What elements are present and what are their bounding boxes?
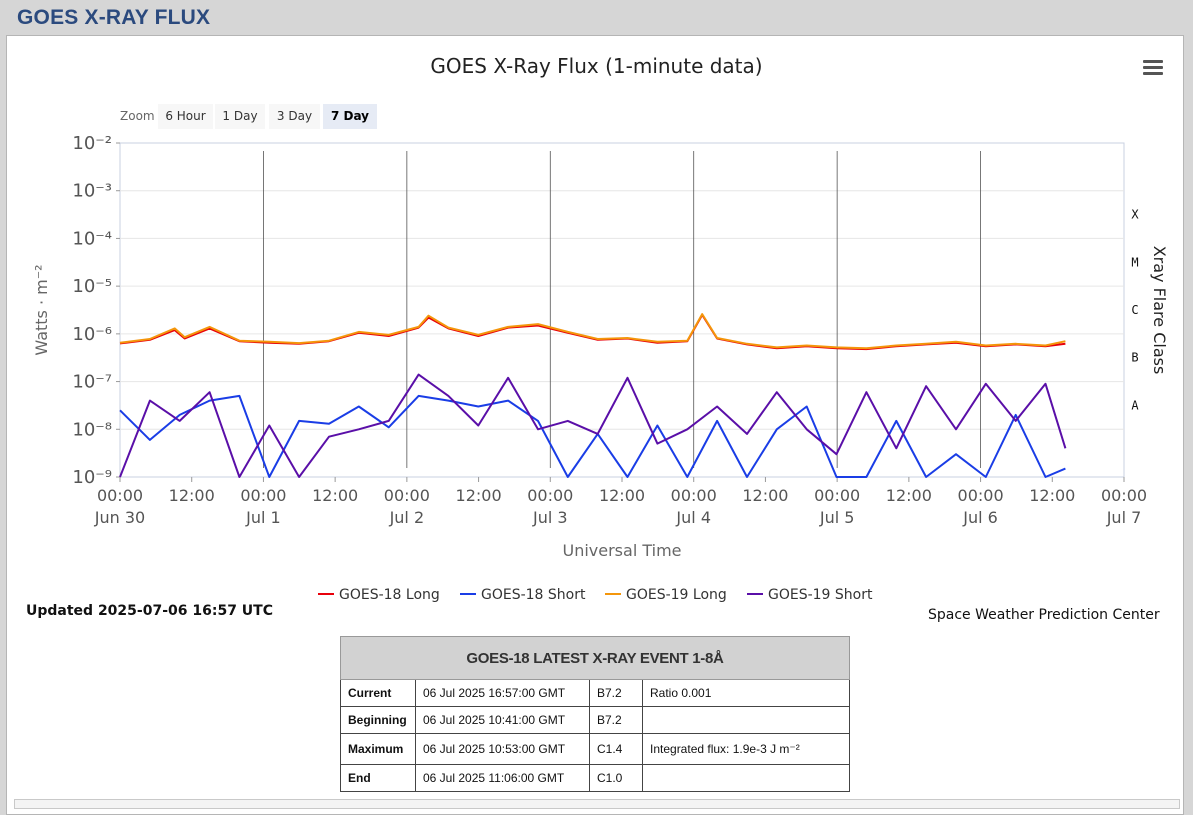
table-row: Current 06 Jul 2025 16:57:00 GMT B7.2 Ra… — [340, 679, 850, 707]
x-date-label: Jul 3 — [532, 508, 568, 527]
x-axis-title: Universal Time — [562, 541, 681, 560]
updated-timestamp: Updated 2025-07-06 16:57 UTC — [26, 603, 273, 619]
row-note — [642, 764, 850, 792]
zoom-3-day-button[interactable]: 3 Day — [269, 104, 320, 129]
table-row: End 06 Jul 2025 11:06:00 GMT C1.0 — [340, 764, 850, 792]
x-tick-label: 12:00 — [886, 486, 932, 505]
row-label: End — [340, 764, 416, 792]
row-note: Ratio 0.001 — [642, 679, 850, 707]
x-date-label: Jul 4 — [675, 508, 711, 527]
row-time: 06 Jul 2025 10:41:00 GMT — [415, 706, 590, 734]
x-tick-label: 12:00 — [1029, 486, 1075, 505]
legend-item: GOES-19 Short — [768, 587, 873, 603]
y-tick-label: 10⁻² — [72, 133, 112, 154]
row-label: Beginning — [340, 706, 416, 734]
series-line-goes-19-long — [119, 313, 1066, 350]
legend-item: GOES-19 Long — [626, 587, 727, 603]
x-tick-label: 00:00 — [240, 486, 286, 505]
table-row: Beginning 06 Jul 2025 10:41:00 GMT B7.2 — [340, 706, 850, 734]
x-tick-label: 12:00 — [312, 486, 358, 505]
x-date-label: Jul 2 — [389, 508, 425, 527]
legend-item: GOES-18 Long — [339, 587, 440, 603]
flare-class-label: B — [1131, 351, 1138, 365]
x-tick-label: 12:00 — [599, 486, 645, 505]
flare-class-label: M — [1131, 255, 1138, 269]
flare-class-label: C — [1131, 303, 1138, 317]
x-tick-label: 00:00 — [671, 486, 717, 505]
x-date-label: Jul 7 — [1106, 508, 1142, 527]
x-tick-label: 00:00 — [527, 486, 573, 505]
series-line-goes-19-short — [119, 373, 1067, 478]
event-table-title: GOES-18 LATEST X-RAY EVENT 1-8Å — [340, 636, 850, 680]
y-tick-label: 10⁻⁵ — [72, 276, 112, 297]
row-time: 06 Jul 2025 11:06:00 GMT — [415, 764, 590, 792]
x-tick-label: 00:00 — [97, 486, 143, 505]
row-class: B7.2 — [589, 679, 643, 707]
y-tick-label: 10⁻⁸ — [72, 419, 112, 440]
y-tick-label: 10⁻³ — [72, 181, 112, 202]
hamburger-menu-icon[interactable] — [1143, 60, 1163, 78]
zoom-1-day-button[interactable]: 1 Day — [215, 104, 265, 129]
x-tick-label: 00:00 — [1101, 486, 1147, 505]
legend-item: GOES-18 Short — [481, 587, 586, 603]
x-tick-label: 12:00 — [742, 486, 788, 505]
row-note: Integrated flux: 1.9e-3 J m⁻² — [642, 733, 850, 765]
row-time: 06 Jul 2025 16:57:00 GMT — [415, 679, 590, 707]
y-tick-label: 10⁻⁴ — [72, 228, 112, 249]
y-tick-label: 10⁻⁹ — [72, 467, 112, 488]
page-title: GOES X-RAY FLUX — [17, 6, 211, 29]
row-label: Current — [340, 679, 416, 707]
zoom-6-hour-button[interactable]: 6 Hour — [158, 104, 213, 129]
row-note — [642, 706, 850, 734]
x-date-label: Jul 1 — [245, 508, 281, 527]
row-class: B7.2 — [589, 706, 643, 734]
row-time: 06 Jul 2025 10:53:00 GMT — [415, 733, 590, 765]
y2-axis-title: Xray Flare Class — [1150, 246, 1169, 375]
y-tick-label: 10⁻⁶ — [72, 324, 112, 345]
flare-class-label: X — [1131, 208, 1139, 222]
x-date-label: Jul 6 — [962, 508, 998, 527]
row-label: Maximum — [340, 733, 416, 765]
x-tick-label: 00:00 — [384, 486, 430, 505]
x-tick-label: 12:00 — [169, 486, 215, 505]
y-tick-label: 10⁻⁷ — [72, 372, 112, 393]
row-class: C1.4 — [589, 733, 643, 765]
x-date-label: Jul 5 — [819, 508, 855, 527]
x-tick-label: 12:00 — [456, 486, 502, 505]
x-tick-label: 00:00 — [814, 486, 860, 505]
flare-class-label: A — [1131, 398, 1139, 412]
x-tick-label: 00:00 — [958, 486, 1004, 505]
zoom-label: Zoom — [120, 109, 155, 123]
x-date-label: Jun 30 — [94, 508, 145, 527]
event-table: GOES-18 LATEST X-RAY EVENT 1-8Å Current … — [340, 636, 850, 792]
y-axis-title: Watts · m⁻² — [32, 264, 51, 355]
table-row: Maximum 06 Jul 2025 10:53:00 GMT C1.4 In… — [340, 733, 850, 765]
credit-text: Space Weather Prediction Center — [928, 607, 1160, 623]
zoom-7-day-button[interactable]: 7 Day — [323, 104, 377, 129]
bottom-panel-edge — [14, 799, 1180, 809]
chart-title: GOES X-Ray Flux (1-minute data) — [430, 54, 763, 78]
row-class: C1.0 — [589, 764, 643, 792]
